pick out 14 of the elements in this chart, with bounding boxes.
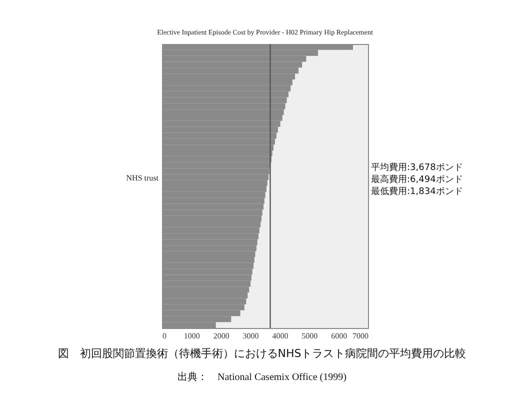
x-tick-label: 1000 xyxy=(184,332,200,340)
text: 図 初回股関節置換術（待機手術）におけるNHSトラスト病院間の平均費用の比較 xyxy=(56,346,468,361)
x-tick-label: 3000 xyxy=(242,332,259,340)
x-tick-label: 6000 xyxy=(331,332,348,340)
x-tick-label: 5000 xyxy=(302,332,318,340)
text: 平均費用:3,678ポンド xyxy=(371,162,463,174)
text: 最高費用:6,494ポンド xyxy=(371,174,463,186)
x-tick-label: 0 xyxy=(162,332,166,340)
source-note: 出典： National Casemix Office (1999) xyxy=(176,370,348,384)
x-tick-label: 7000 xyxy=(352,332,368,340)
x-tick-label: 4000 xyxy=(272,332,288,340)
x-tick-label: 2000 xyxy=(213,332,230,340)
text: 最低費用:1,834ポンド xyxy=(371,186,463,198)
y-axis-title: NHS trust xyxy=(126,174,160,182)
